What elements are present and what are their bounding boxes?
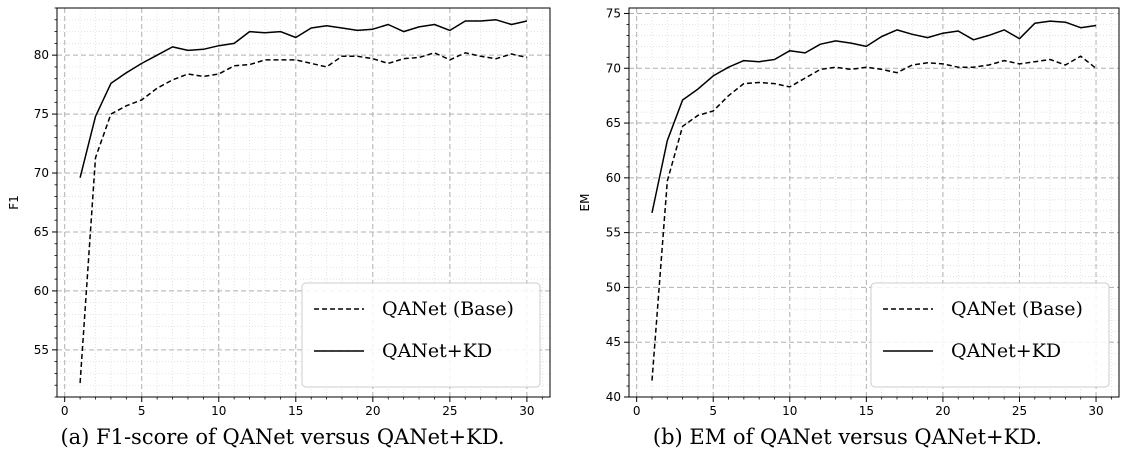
y-tick-label: 75: [34, 107, 49, 121]
em-chart: 0 5 10 15 20 25 30 40 45 50 55 60 65 70 75 epochs EM QANe…: [578, 6, 1120, 420]
x-tick-label: 0: [633, 404, 641, 418]
plot-frame: [628, 7, 1120, 398]
y-tick-label: 60: [606, 171, 621, 185]
y-tick-label: 80: [34, 48, 49, 62]
em-chart-panel: 0 5 10 15 20 25 30 40 45 50 55 60 65 70 75 epochs EM QANe…: [565, 0, 1130, 467]
series-line-qanet-base: [651, 55, 1097, 381]
y-tick-label: 40: [606, 390, 621, 404]
legend: QANet (Base) QANet+KD: [301, 282, 541, 388]
series-line-qanet-kd: [79, 19, 528, 178]
x-axis-label: epochs: [853, 419, 896, 420]
legend-label: QANet (Base): [951, 298, 1083, 320]
x-tick-label: 10: [211, 404, 226, 418]
legend-box: [870, 282, 1110, 388]
legend: QANet (Base) QANet+KD: [870, 282, 1110, 388]
x-tick-label: 15: [859, 404, 874, 418]
y-tick-label: 55: [34, 343, 49, 357]
y-tick-label: 60: [34, 284, 49, 298]
x-tick-label: 5: [138, 404, 146, 418]
x-tick-label: 15: [288, 404, 303, 418]
series-line-qanet-kd: [651, 20, 1097, 214]
y-tick-label: 50: [606, 280, 621, 294]
y-axis-label: F1: [7, 195, 21, 210]
y-tick-label: 65: [606, 116, 621, 130]
y-axis-label: EM: [578, 194, 592, 212]
legend-label: QANet+KD: [951, 340, 1061, 362]
em-chart-caption: (b) EM of QANet versus QANet+KD.: [652, 425, 1043, 449]
legend-label: QANet+KD: [382, 340, 492, 362]
y-tick-label: 45: [606, 335, 621, 349]
x-tick-label: 5: [709, 404, 717, 418]
x-tick-label: 20: [365, 404, 380, 418]
legend-label: QANet (Base): [382, 298, 514, 320]
x-tick-label: 25: [442, 404, 457, 418]
x-tick-label: 30: [519, 404, 534, 418]
series-line-qanet-base: [79, 52, 528, 383]
x-tick-label: 25: [1012, 404, 1027, 418]
plot-frame: [56, 7, 551, 398]
x-tick-label: 20: [935, 404, 950, 418]
y-tick-label: 65: [34, 225, 49, 239]
f1-chart-caption: (a) F1-score of QANet versus QANet+KD.: [60, 425, 505, 449]
y-tick-label: 75: [606, 6, 621, 20]
x-tick-label: 10: [782, 404, 797, 418]
f1-chart-panel: 0 5 10 15 20 25 30 55 60 65 70 75 80 epochs F1 QANet (B…: [7, 7, 551, 449]
f1-chart: 0 5 10 15 20 25 30 55 60 65 70 75 80 epochs F1 QANet (B…: [7, 7, 551, 420]
y-tick-label: 55: [606, 226, 621, 240]
x-axis-label: epochs: [282, 419, 325, 420]
x-tick-label: 0: [61, 404, 69, 418]
y-tick-label: 70: [606, 61, 621, 75]
legend-box: [301, 282, 541, 388]
x-tick-label: 30: [1088, 404, 1103, 418]
y-tick-label: 70: [34, 166, 49, 180]
